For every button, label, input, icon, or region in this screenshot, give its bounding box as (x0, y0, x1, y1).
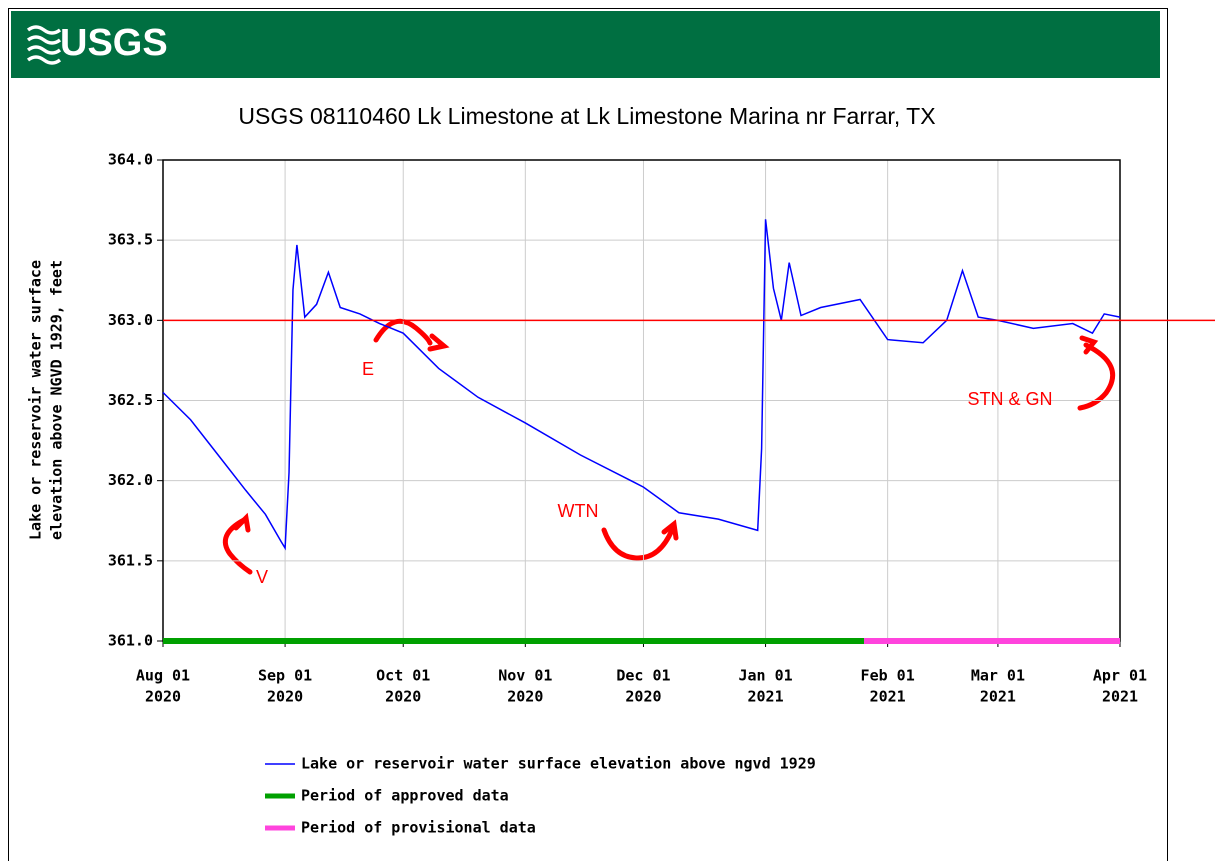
y-tick-label: 363.5 (108, 231, 153, 249)
x-tick-label: 2021 (747, 688, 783, 706)
y-tick-label: 362.5 (108, 391, 153, 409)
x-tick-label: 2020 (145, 688, 181, 706)
x-tick-label: 2020 (625, 688, 661, 706)
x-tick-label: 2021 (980, 688, 1016, 706)
x-tick-label: Aug 01 (136, 667, 190, 685)
x-tick-label: 2021 (1102, 688, 1138, 706)
x-tick-label: Nov 01 (498, 667, 552, 685)
data-line (162, 219, 1121, 551)
annotation: V (256, 567, 268, 587)
chart-title: USGS 08110460 Lk Limestone at Lk Limesto… (238, 103, 935, 129)
legend-label: Lake or reservoir water surface elevatio… (301, 755, 816, 773)
x-tick-label: Jan 01 (738, 667, 792, 685)
period-bar (864, 638, 1120, 644)
x-tick-label: 2020 (385, 688, 421, 706)
logo: USGS (60, 22, 168, 64)
y-tick-label: 364.0 (108, 151, 153, 169)
y-tick-label: 363.0 (108, 311, 153, 329)
x-tick-label: 2021 (870, 688, 906, 706)
y-axis-label: elevation above NGVD 1929, feet (48, 260, 66, 540)
x-tick-label: Sep 01 (258, 667, 312, 685)
x-tick-label: Dec 01 (616, 667, 670, 685)
y-axis-label: Lake or reservoir water surface (27, 260, 45, 540)
x-tick-label: Oct 01 (376, 667, 430, 685)
x-tick-label: Mar 01 (971, 667, 1025, 685)
x-tick-label: Feb 01 (861, 667, 915, 685)
x-tick-label: 2020 (267, 688, 303, 706)
header-band (11, 11, 1160, 78)
x-tick-label: Apr 01 (1093, 667, 1147, 685)
frame (8, 8, 1168, 861)
y-tick-label: 361.0 (108, 632, 153, 650)
y-tick-label: 361.5 (108, 551, 153, 569)
annotation-arrows (222, 318, 1116, 575)
annotation: STN & GN (967, 389, 1052, 409)
legend-label: Period of approved data (301, 787, 509, 805)
annotation: WTN (558, 501, 599, 521)
annotation: E (362, 359, 374, 379)
logo-waves (26, 25, 62, 65)
legend-label: Period of provisional data (301, 819, 536, 837)
x-tick-label: 2020 (507, 688, 543, 706)
period-bar (163, 638, 865, 644)
y-tick-label: 362.0 (108, 471, 153, 489)
